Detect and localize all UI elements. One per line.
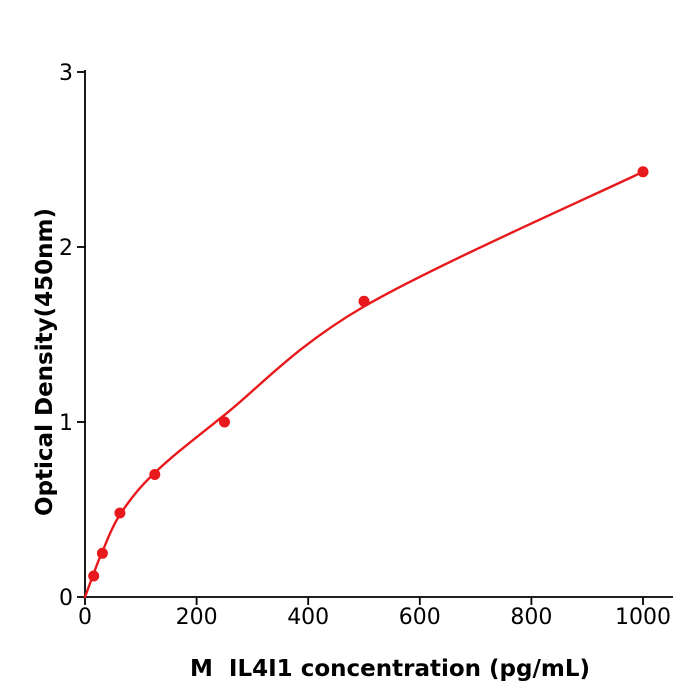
x-axis: 0 200 400 600 800 1000: [78, 596, 673, 630]
data-point-marker: [88, 570, 100, 582]
data-point-marker: [114, 507, 126, 519]
y-tick-group: 0 1 2 3: [59, 61, 85, 611]
x-tick-label: 1000: [615, 605, 671, 630]
x-tick-label: 400: [287, 605, 329, 630]
data-point-marker: [358, 295, 370, 307]
data-point-marker: [96, 547, 108, 559]
x-tick-label: 800: [510, 605, 552, 630]
y-tick-label: 3: [59, 61, 73, 86]
x-tick-label: 600: [399, 605, 441, 630]
y-tick-label: 1: [59, 411, 73, 436]
data-point-marker: [219, 416, 230, 428]
y-tick-label: 2: [59, 236, 73, 261]
y-axis: 0 1 2 3: [59, 61, 86, 611]
x-axis-title: M IL4I1 concentration (pg/mL): [190, 656, 590, 682]
data-point-marker: [637, 166, 649, 178]
x-tick-group: 0 200 400 600 800 1000: [78, 597, 671, 630]
fit-curve: [83, 170, 645, 599]
y-tick-label: 0: [59, 586, 73, 611]
data-point-marker: [149, 469, 161, 480]
data-points: [88, 166, 649, 582]
x-tick-label: 200: [176, 605, 218, 630]
y-axis-title: Optical Density(450nm): [32, 208, 58, 516]
x-tick-label: 0: [78, 605, 92, 630]
